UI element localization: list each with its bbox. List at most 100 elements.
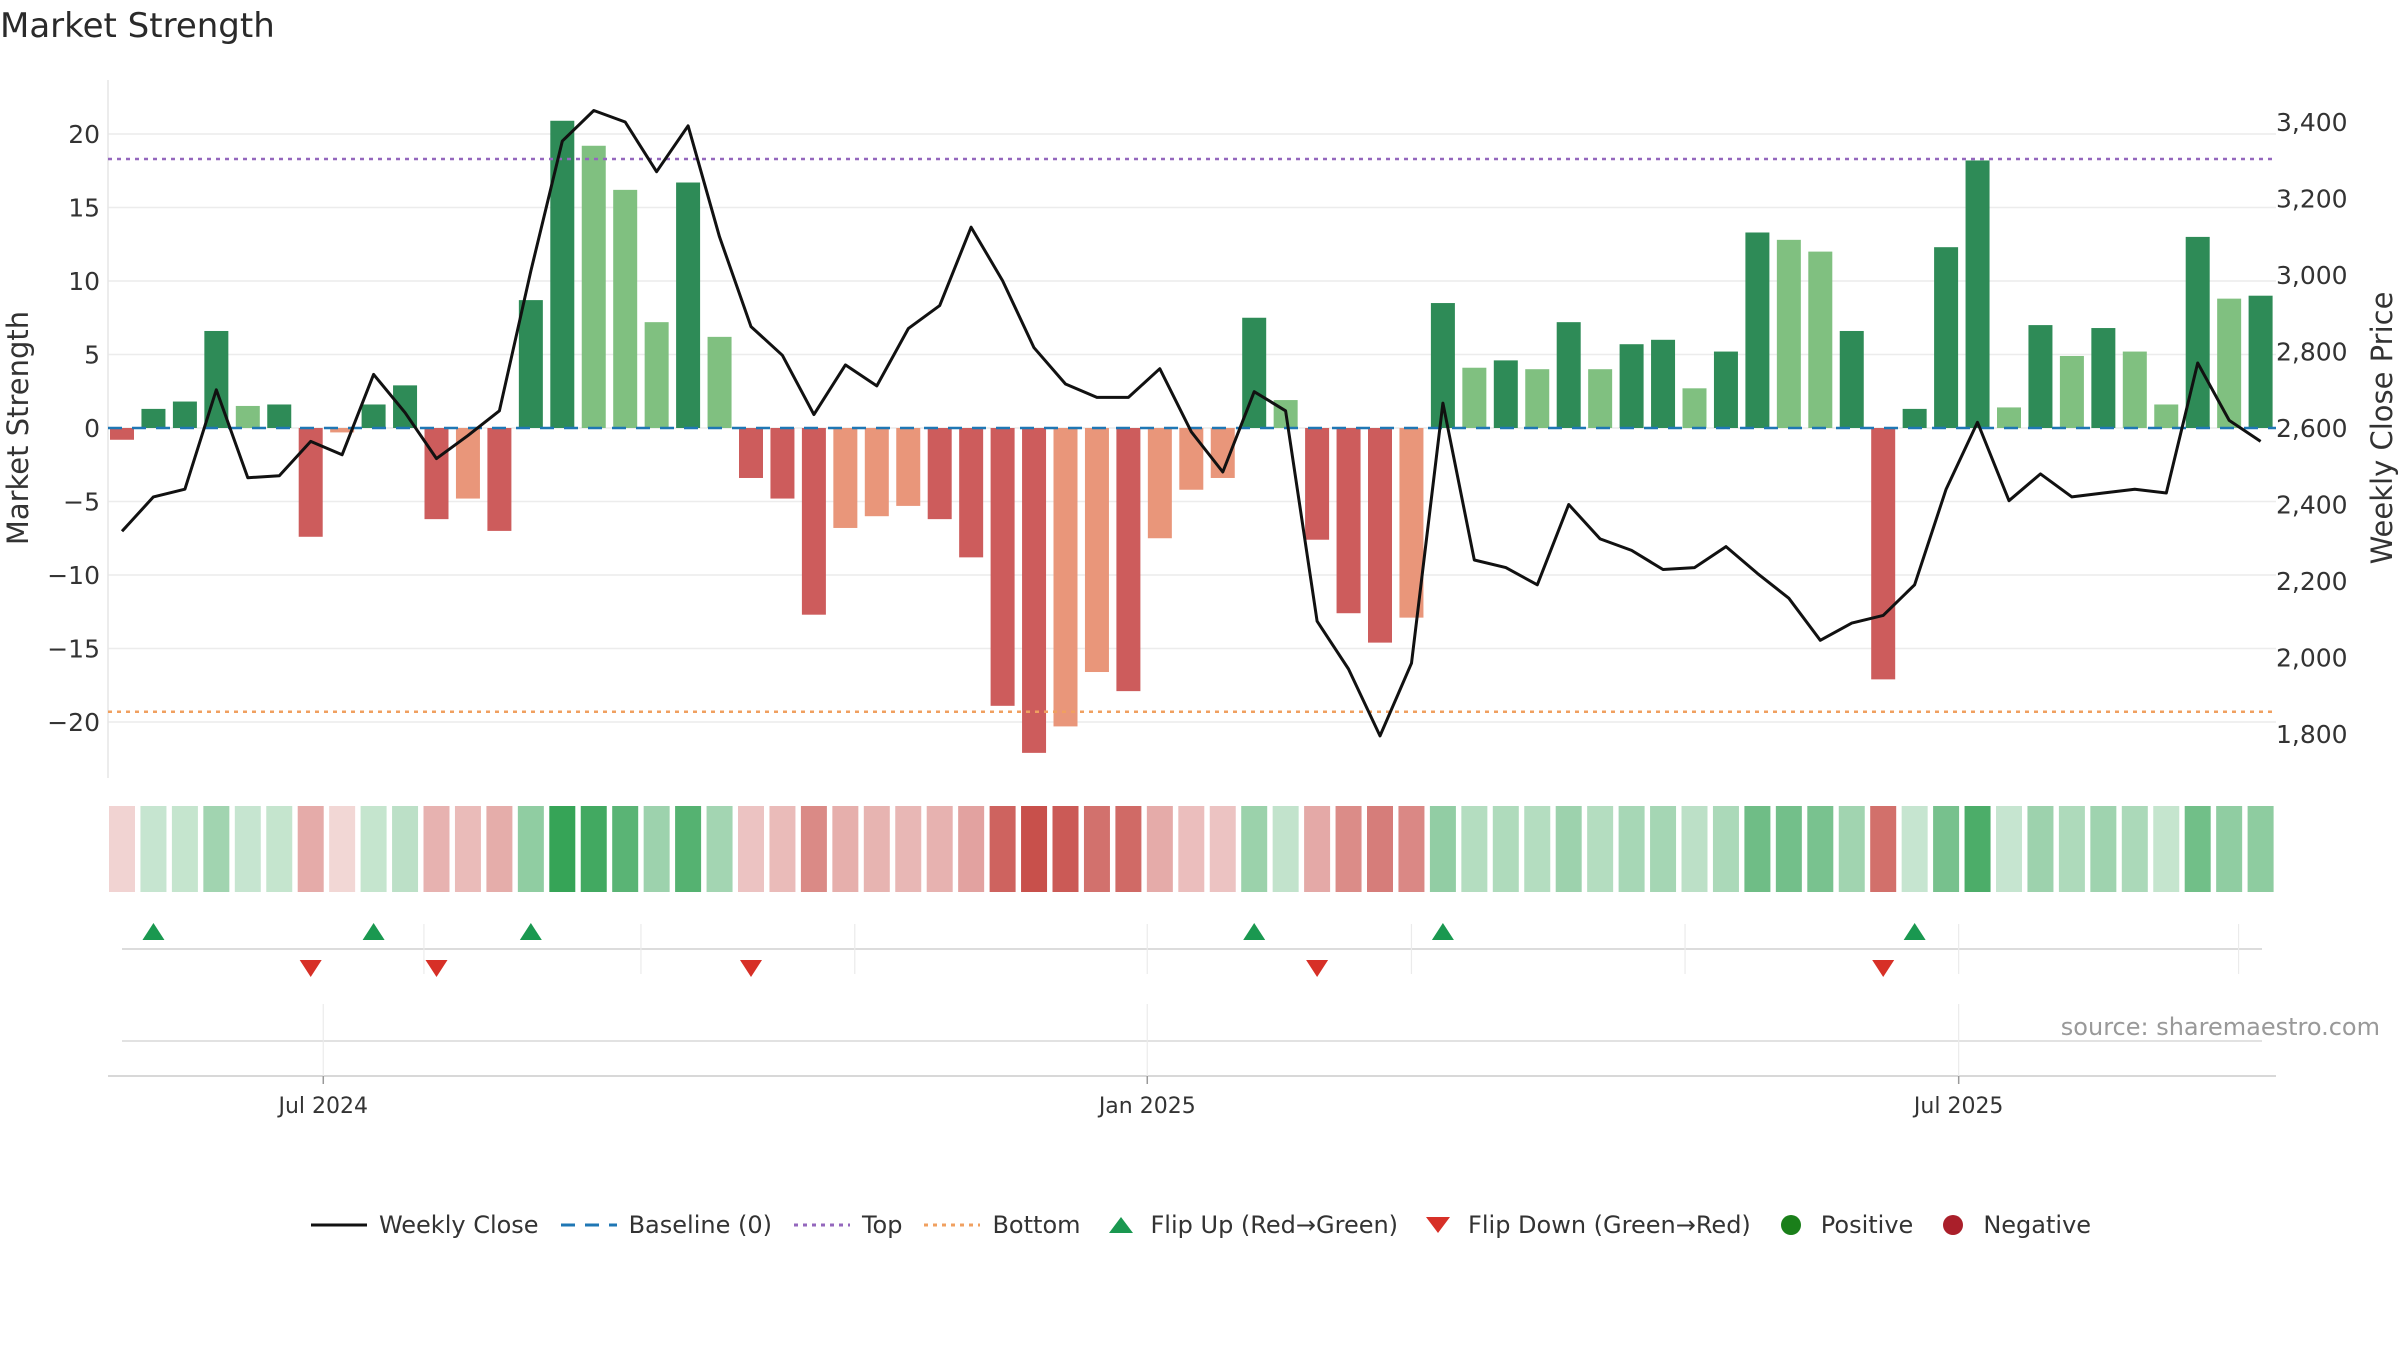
legend-label: Flip Up (Red→Green) <box>1150 1211 1399 1239</box>
strength-bar <box>1776 239 1801 428</box>
strength-bar <box>2091 328 2116 428</box>
heat-cell <box>1429 806 1456 892</box>
y-left-tick-label: 5 <box>84 341 100 370</box>
heat-cell <box>1021 806 1048 892</box>
strength-bar <box>518 300 543 428</box>
y-right-tick-label: 3,000 <box>2276 261 2348 290</box>
y-right-tick-label: 2,800 <box>2276 338 2348 367</box>
heat-cell <box>1807 806 1834 892</box>
legend-label: Flip Down (Green→Red) <box>1468 1211 1751 1239</box>
strength-bar <box>235 405 260 428</box>
strength-bar <box>1462 367 1487 428</box>
strength-bar <box>833 428 858 528</box>
legend-item-negative: Negative <box>1933 1211 2091 1239</box>
heat-cell <box>203 806 230 892</box>
heat-cell <box>1524 806 1551 892</box>
heat-cell <box>171 806 198 892</box>
y-right-tick-label: 2,000 <box>2276 644 2348 673</box>
strength-bar <box>1179 428 1204 490</box>
y-left-tick-label: −10 <box>47 561 100 590</box>
y-right-tick-label: 2,600 <box>2276 414 2348 443</box>
x-tick-label: Jul 2024 <box>277 1094 369 1119</box>
legend-item-flip-down: Flip Down (Green→Red) <box>1418 1211 1751 1239</box>
x-tick-label: Jul 2025 <box>1912 1094 2004 1119</box>
strength-bar <box>424 428 449 520</box>
heat-cell <box>1304 806 1331 892</box>
y-left-tick-label: −5 <box>63 488 100 517</box>
flip-down-marker <box>425 960 448 977</box>
strength-bar <box>2154 404 2179 428</box>
heat-cell <box>234 806 261 892</box>
strength-bar <box>1556 322 1581 428</box>
heat-cell <box>1681 806 1708 892</box>
y-left-tick-label: 15 <box>68 194 100 223</box>
heat-cell <box>800 806 827 892</box>
strength-bar <box>707 336 732 428</box>
strength-bar <box>1336 428 1361 614</box>
heat-cell <box>1650 806 1677 892</box>
flip-down-marker <box>740 960 762 977</box>
strength-bar <box>613 189 638 428</box>
strength-bar <box>361 404 386 428</box>
strength-bar <box>739 428 763 478</box>
flip-up-marker <box>1243 923 1266 940</box>
strength-bar <box>676 182 701 428</box>
strength-bar <box>2217 298 2242 428</box>
strength-bar <box>1934 247 1959 428</box>
strength-bar <box>2028 325 2053 428</box>
legend-item-positive: Positive <box>1771 1211 1914 1239</box>
legend-label: Negative <box>1983 1211 2092 1239</box>
strength-bar <box>1651 339 1676 428</box>
strength-bar <box>864 428 889 517</box>
strength-bar <box>1808 251 1833 428</box>
heat-cell <box>2090 806 2117 892</box>
heat-cell <box>1178 806 1205 892</box>
strength-bar <box>2248 295 2273 428</box>
strength-bar <box>1084 428 1109 673</box>
heat-cell <box>706 806 733 892</box>
heat-cell <box>140 806 167 892</box>
strength-bar <box>1525 369 1550 428</box>
y-right-tick-label: 2,200 <box>2276 567 2348 596</box>
heat-cell <box>1272 806 1299 892</box>
heat-cell <box>549 806 576 892</box>
heat-cell <box>109 806 135 892</box>
strength-bar <box>172 401 197 428</box>
flip-down-marker <box>299 960 322 977</box>
strength-bar <box>267 404 292 428</box>
heat-cell <box>392 806 419 892</box>
flip-up-marker <box>142 923 165 940</box>
strength-bar <box>1745 232 1770 428</box>
heat-cell <box>1933 806 1960 892</box>
y-right-axis-label: Weekly Close Price <box>2365 292 2399 565</box>
heat-cell <box>2184 806 2211 892</box>
heat-cell <box>1146 806 1173 892</box>
strength-bar <box>1682 388 1707 428</box>
strength-bar <box>1965 160 1990 428</box>
chart-title: Market Strength <box>0 6 275 46</box>
strength-bar <box>141 408 166 428</box>
strength-bar <box>1493 360 1518 428</box>
heat-cell <box>266 806 293 892</box>
heat-cell <box>1587 806 1614 892</box>
heat-cell <box>1115 806 1142 892</box>
strength-bar <box>1022 428 1047 753</box>
strength-bar <box>330 428 355 433</box>
y-left-tick-label: 0 <box>84 414 100 443</box>
strength-bar <box>1116 428 1141 692</box>
legend-label: Positive <box>1820 1211 1914 1239</box>
heat-cell <box>1870 806 1897 892</box>
legend-label: Baseline (0) <box>628 1211 772 1239</box>
y-left-axis-label: Market Strength <box>1 311 35 545</box>
heat-cell <box>2027 806 2054 892</box>
y-left-tick-label: −20 <box>47 708 100 737</box>
heat-cell <box>1618 806 1645 892</box>
legend-item-flip-up: Flip Up (Red→Green) <box>1101 1211 1399 1239</box>
heat-cell <box>1398 806 1425 892</box>
flip-up-marker <box>362 923 385 940</box>
heat-cell <box>1367 806 1393 892</box>
strength-bar <box>393 385 418 428</box>
y-right-tick-label: 1,800 <box>2276 720 2348 749</box>
weekly-close-line <box>120 109 2262 738</box>
chart-legend: Weekly Close Baseline (0) Top Bottom Flip Up… <box>0 1205 2400 1245</box>
